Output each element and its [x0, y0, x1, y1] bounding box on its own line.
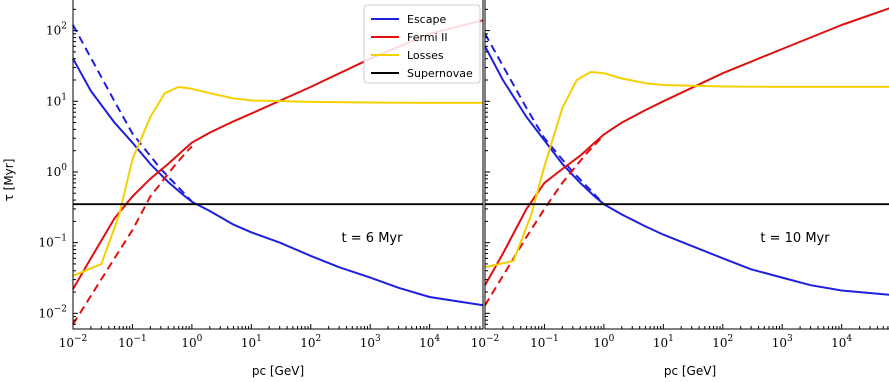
y-tick-label: 10−1	[38, 234, 67, 250]
panel-left-ticks: 10−2 10−1 100 101 102 103 104 10−2 10−1 100 101 102	[38, 8, 481, 350]
x-tick-label: 10−2	[471, 334, 500, 350]
legend-box	[363, 4, 481, 84]
x-tick-label: 103	[772, 334, 793, 350]
series-fermi-ii-dashed-line	[72, 145, 193, 325]
x-tick-label: 10−1	[118, 334, 147, 350]
legend-label-supernovae: Supernovae	[407, 67, 473, 80]
panel-left: 10−2 10−1 100 101 102 103 104 10−2 10−1 100 101 102…	[38, 0, 484, 378]
panel-left-x-title: pc [GeV]	[252, 364, 304, 378]
legend-items: Escape Fermi II Losses Supernovae	[371, 13, 473, 80]
x-tick-label: 101	[653, 334, 674, 350]
panel-right-annotation: t = 10 Myr	[760, 231, 830, 246]
panel-right: 10−2 10−1 100 101 102 103 104 t = 10 Myr pc [G…	[471, 0, 889, 378]
x-tick-label: 100	[593, 334, 614, 350]
series-escape-dashed-line	[72, 24, 193, 203]
series-losses-solid-line	[72, 85, 483, 277]
series-losses-solid-line	[484, 71, 889, 269]
y-axis-title: τ [Myr]	[2, 159, 16, 202]
panel-left-lines	[72, 19, 484, 325]
panel-right-ticks: 10−2 10−1 100 101 102 103 104	[471, 8, 889, 350]
panel-right-frame	[484, 0, 889, 330]
legend-label-losses: Losses	[407, 49, 444, 62]
x-tick-label: 101	[241, 334, 262, 350]
x-tick-label: 10−1	[530, 334, 559, 350]
x-tick-label: 102	[300, 334, 321, 350]
x-tick-label: 102	[712, 334, 733, 350]
series-escape-dashed-line	[484, 33, 605, 205]
legend: Escape Fermi II Losses Supernovae	[363, 4, 481, 84]
series-escape-solid-line	[72, 58, 484, 307]
series-fermi-ii-dashed-line	[484, 134, 605, 306]
y-tick-label: 101	[46, 92, 67, 108]
x-tick-label: 103	[360, 334, 381, 350]
x-tick-label: 100	[181, 334, 202, 350]
y-tick-label: 10−2	[38, 304, 67, 320]
panel-right-lines	[484, 7, 889, 306]
series-escape-solid-line	[484, 45, 889, 296]
panel-left-annotation: t = 6 Myr	[342, 231, 404, 246]
series-fermi-ii-solid-line	[484, 7, 889, 286]
legend-label-fermi-ii: Fermi II	[407, 31, 448, 44]
panel-right-x-title: pc [GeV]	[664, 364, 716, 378]
x-tick-label: 104	[419, 334, 440, 350]
panel-left-frame	[72, 0, 484, 330]
y-tick-label: 102	[46, 22, 67, 38]
x-tick-label: 104	[831, 334, 852, 350]
x-tick-label: 10−2	[59, 334, 88, 350]
y-tick-label: 100	[46, 163, 67, 179]
legend-label-escape: Escape	[407, 13, 446, 26]
